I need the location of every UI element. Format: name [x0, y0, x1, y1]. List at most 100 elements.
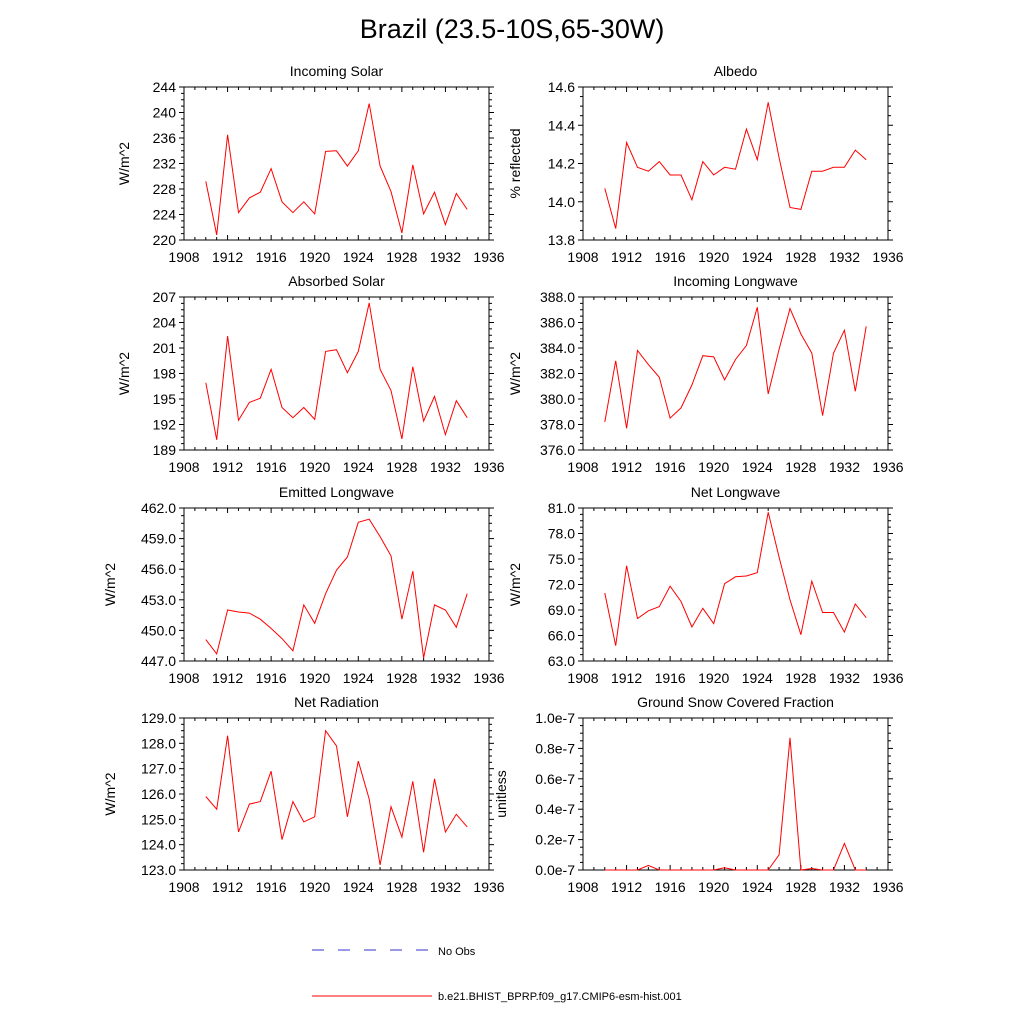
y-tick-label: 129.0 — [141, 710, 176, 726]
y-axis-label: W/m^2 — [116, 352, 132, 395]
y-tick-label: 126.0 — [141, 786, 176, 802]
x-tick-label: 1928 — [785, 459, 816, 475]
x-tick-label: 1920 — [299, 459, 330, 475]
x-tick-label: 1912 — [212, 670, 243, 686]
panel-title: Emitted Longwave — [279, 484, 394, 500]
x-tick-label: 1908 — [567, 670, 598, 686]
x-tick-label: 1932 — [430, 670, 461, 686]
x-tick-label: 1924 — [343, 670, 374, 686]
x-tick-label: 1908 — [567, 459, 598, 475]
plot-frame — [582, 507, 889, 662]
x-tick-label: 1932 — [430, 879, 461, 895]
x-tick-label: 1924 — [343, 249, 374, 265]
panel-net-longwave: Net Longwave 1908 1912 1916 1920 1924 1928 1932… — [507, 484, 904, 686]
y-tick-label: 0.2e-7 — [535, 832, 575, 848]
y-tick-label: 127.0 — [141, 761, 176, 777]
x-tick-label: 1920 — [299, 670, 330, 686]
y-tick-label: 72.0 — [548, 577, 575, 593]
plot-frame — [183, 717, 490, 871]
y-tick-label: 14.4 — [548, 117, 575, 133]
x-tick-label: 1924 — [742, 459, 773, 475]
x-tick-label: 1916 — [655, 879, 686, 895]
x-tick-label: 1920 — [698, 459, 729, 475]
y-tick-label: 236 — [153, 130, 177, 146]
y-axis-label: W/m^2 — [102, 563, 118, 606]
y-tick-label: 1.0e-7 — [535, 710, 575, 726]
y-tick-label: 459.0 — [141, 531, 176, 547]
series-line — [604, 306, 867, 429]
x-tick-label: 1912 — [212, 459, 243, 475]
legend-label-no-obs: No Obs — [438, 946, 476, 958]
y-axis-label: W/m^2 — [102, 772, 118, 815]
y-tick-label: 450.0 — [141, 622, 176, 638]
x-tick-label: 1912 — [212, 879, 243, 895]
y-tick-label: 207 — [153, 289, 177, 305]
x-tick-label: 1936 — [872, 670, 903, 686]
y-tick-label: 192 — [153, 417, 177, 433]
y-tick-label: 125.0 — [141, 811, 176, 827]
x-tick-label: 1916 — [256, 459, 287, 475]
panel-title: Ground Snow Covered Fraction — [637, 694, 834, 710]
plot-frame — [582, 86, 889, 241]
series-line — [205, 302, 468, 440]
x-tick-label: 1936 — [473, 249, 504, 265]
x-tick-label: 1920 — [698, 670, 729, 686]
x-tick-label: 1924 — [742, 670, 773, 686]
panel-title: Incoming Solar — [290, 63, 384, 79]
x-tick-label: 1928 — [785, 670, 816, 686]
y-tick-label: 378.0 — [540, 417, 575, 433]
series-line — [205, 729, 468, 865]
panel-albedo: Albedo 1908 1912 1916 1920 1924 1928 1932 1936 13… — [507, 63, 904, 265]
x-tick-label: 1928 — [386, 459, 417, 475]
y-tick-label: 123.0 — [141, 862, 176, 878]
x-tick-label: 1912 — [611, 249, 642, 265]
x-tick-label: 1928 — [785, 249, 816, 265]
panel-title: Net Longwave — [691, 484, 781, 500]
x-tick-label: 1908 — [168, 249, 199, 265]
panel-absorbed-solar: Absorbed Solar 1908 1912 1916 1920 1924 1928 19… — [116, 273, 505, 475]
y-tick-label: 14.2 — [548, 156, 575, 172]
y-axis-label: W/m^2 — [507, 563, 523, 606]
y-tick-label: 0.4e-7 — [535, 801, 575, 817]
y-axis-label: W/m^2 — [507, 352, 523, 395]
y-tick-label: 63.0 — [548, 653, 575, 669]
y-tick-label: 220 — [153, 232, 177, 248]
y-tick-label: 228 — [153, 181, 177, 197]
panel-title: Incoming Longwave — [673, 273, 798, 289]
x-tick-label: 1916 — [256, 670, 287, 686]
y-tick-label: 382.0 — [540, 366, 575, 382]
series-line — [205, 103, 468, 235]
y-tick-label: 376.0 — [540, 442, 575, 458]
figure-title: Brazil (23.5-10S,65-30W) — [359, 14, 665, 44]
y-tick-label: 244 — [153, 79, 177, 95]
panel-emitted-longwave: Emitted Longwave 1908 1912 1916 1920 1924 1928… — [102, 484, 505, 686]
panel-incoming-longwave: Incoming Longwave 1908 1912 1916 1920 1924 192… — [507, 273, 904, 475]
y-tick-label: 0.0e-7 — [535, 862, 575, 878]
panel-ground-snow-covered-fraction: Ground Snow Covered Fraction 1908 1912 1916… — [493, 694, 904, 895]
x-tick-label: 1936 — [872, 249, 903, 265]
y-tick-label: 66.0 — [548, 628, 575, 644]
x-tick-label: 1924 — [742, 249, 773, 265]
x-tick-label: 1936 — [872, 879, 903, 895]
x-tick-label: 1912 — [212, 249, 243, 265]
y-tick-label: 14.0 — [548, 194, 575, 210]
x-tick-label: 1932 — [829, 879, 860, 895]
x-tick-label: 1916 — [256, 249, 287, 265]
y-tick-label: 232 — [153, 156, 177, 172]
x-tick-label: 1908 — [168, 459, 199, 475]
panel-title: Net Radiation — [294, 694, 379, 710]
x-tick-label: 1932 — [829, 670, 860, 686]
y-tick-label: 240 — [153, 105, 177, 121]
plot-frame — [582, 717, 889, 871]
y-tick-label: 195 — [153, 391, 177, 407]
x-tick-label: 1928 — [386, 879, 417, 895]
x-tick-label: 1932 — [829, 249, 860, 265]
y-tick-label: 462.0 — [141, 500, 176, 516]
y-axis-label: unitless — [493, 770, 509, 817]
y-tick-label: 198 — [153, 366, 177, 382]
x-tick-label: 1920 — [698, 249, 729, 265]
x-tick-label: 1932 — [430, 459, 461, 475]
x-tick-label: 1928 — [785, 879, 816, 895]
